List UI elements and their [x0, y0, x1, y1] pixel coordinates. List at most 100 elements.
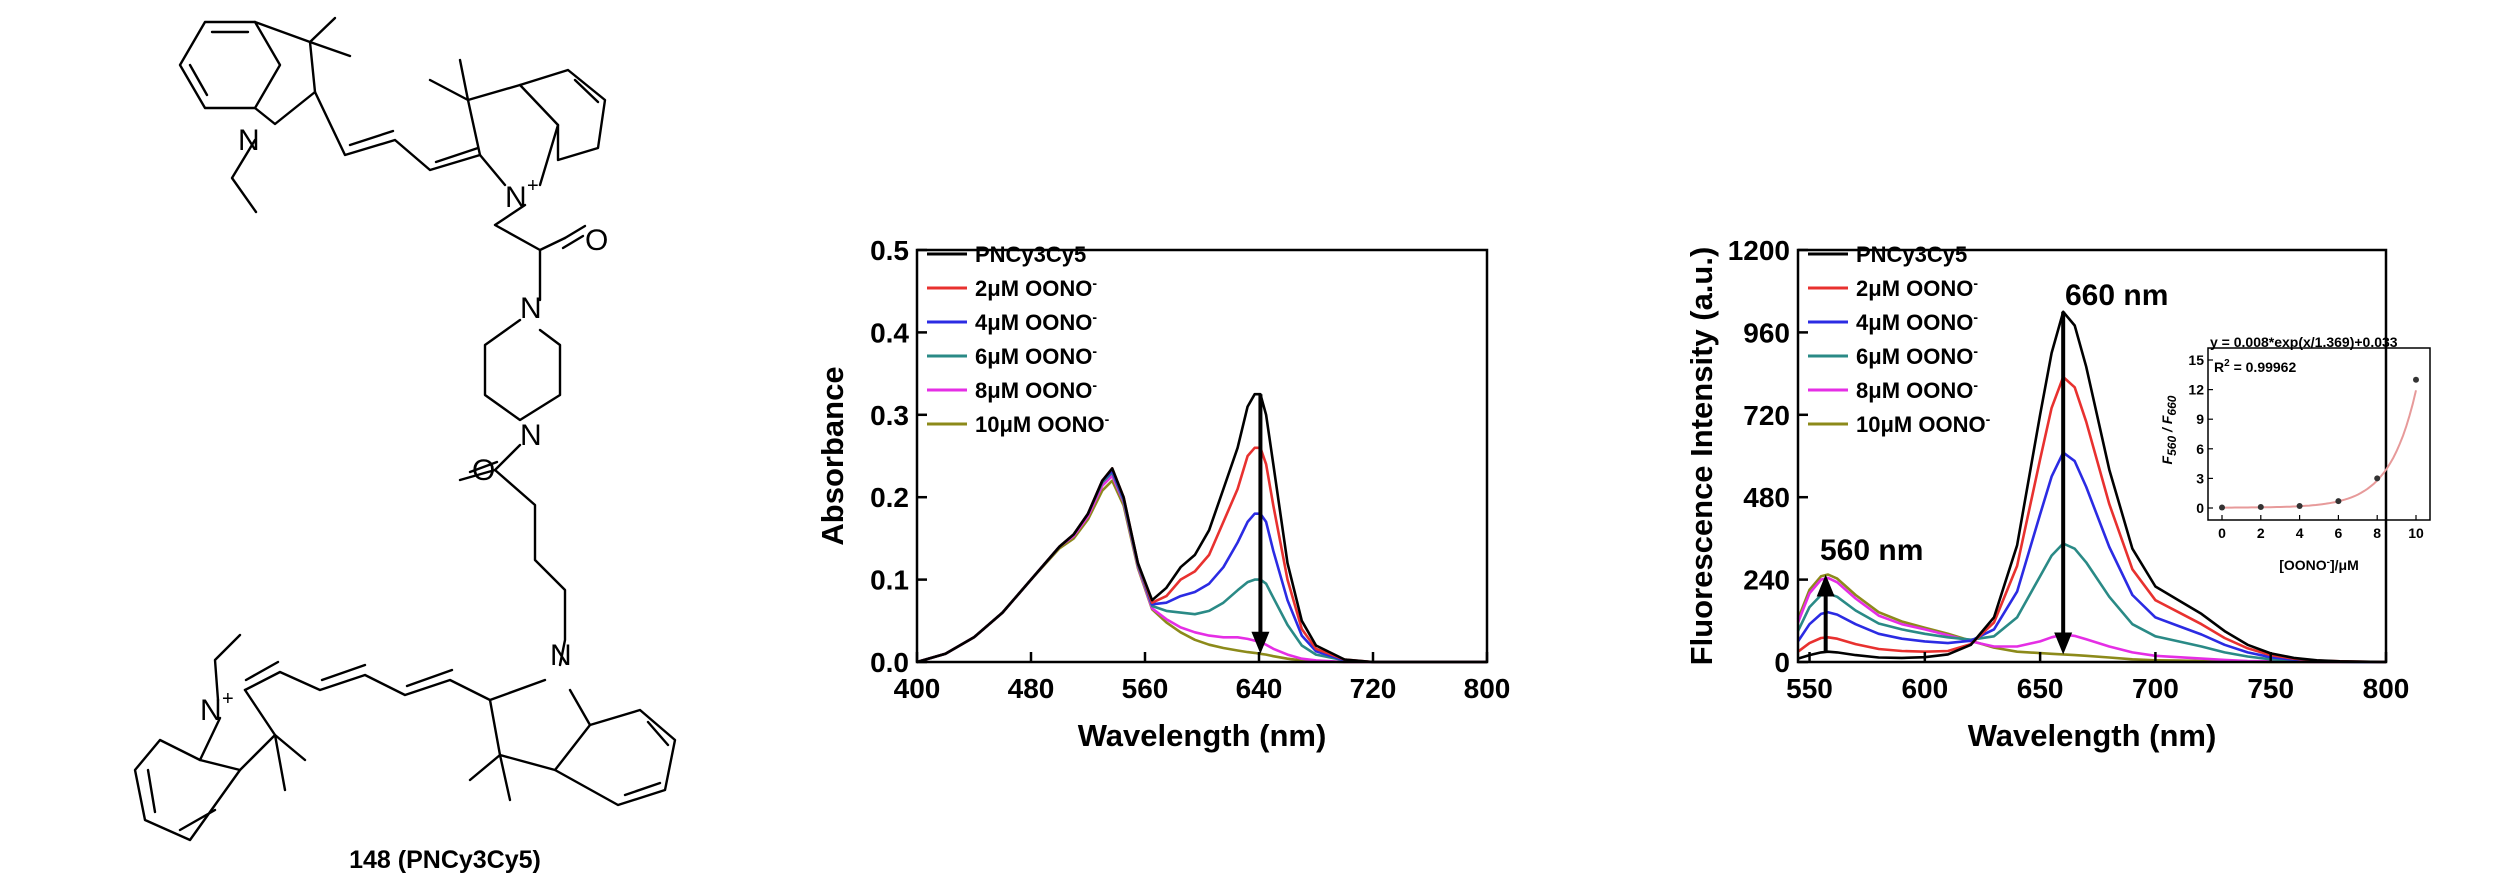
- inset-r-squared: R2 = 0.99962: [2214, 358, 2296, 375]
- legend-label-3: 6μM OONO-: [1856, 343, 1978, 369]
- absorbance-ticks: 400 480 560 640 720 800 0.0 0.1 0.2 0.3 0.4 0.5: [870, 235, 1510, 704]
- inset-chart: 0 2 4 6 8 10 0 3 6 9 12 15 y = 0.008*exp(x/1.369)+0…: [2159, 334, 2431, 573]
- legend-label-2: 4μM OONO-: [975, 309, 1097, 335]
- x-tick-label: 480: [1008, 673, 1055, 704]
- absorbance-arrow: [1251, 394, 1270, 654]
- y-tick-label: 0.4: [870, 317, 909, 348]
- fluorescence-y-axis-title: Fluorescence Intensity (a.u.): [1684, 247, 1719, 666]
- y-tick-label: 720: [1743, 400, 1790, 431]
- inset-y-tick-label: 15: [2188, 352, 2204, 368]
- x-tick-label: 750: [2247, 673, 2294, 704]
- top-left-dimethyl: [308, 16, 352, 58]
- inset-data-point: [2219, 504, 2225, 511]
- atom-o-top: O: [585, 224, 608, 257]
- pentamethine-chain: [243, 660, 492, 702]
- inset-data-point: [2335, 498, 2342, 505]
- series-line-0: [916, 392, 1487, 664]
- top-left-benzene-ring: [178, 20, 282, 110]
- y-tick-label: 0.5: [870, 235, 909, 266]
- inset-y-tick-label: 6: [2196, 441, 2204, 457]
- y-tick-label: 960: [1743, 317, 1790, 348]
- x-tick-label: 700: [2132, 673, 2179, 704]
- linker-bonds: [458, 203, 567, 667]
- trimethine-chain: [313, 90, 507, 187]
- inset-data-point: [2374, 475, 2381, 482]
- inset-y-tick-label: 12: [2188, 382, 2204, 398]
- series-line-1: [916, 446, 1487, 664]
- atom-n-bottom-right: N: [550, 639, 572, 672]
- fluorescence-legend: PNCy3Cy5 2μM OONO- 4μM OONO- 6μM OONO- 8μM O…: [1808, 242, 1991, 437]
- x-tick-label: 650: [2017, 673, 2064, 704]
- carbonyl-top: [561, 224, 587, 250]
- inset-x-tick-label: 6: [2335, 525, 2343, 541]
- atom-n-plus-bottom-left: N: [200, 694, 222, 727]
- legend-label-5: 10μM OONO-: [975, 411, 1110, 437]
- inset-x-axis-title: [OONO-]/μM: [2279, 557, 2359, 573]
- legend-label-2: 4μM OONO-: [1856, 309, 1978, 335]
- atom-n-top-left: N: [238, 124, 260, 157]
- x-tick-label: 720: [1350, 673, 1397, 704]
- y-tick-label: 0.0: [870, 647, 909, 678]
- x-tick-label: 560: [1122, 673, 1169, 704]
- x-tick-label: 640: [1236, 673, 1283, 704]
- inset-fit-curve: [2222, 390, 2417, 509]
- atom-o-bottom: O: [472, 454, 495, 487]
- bottom-right-benzene-ring: [553, 708, 677, 807]
- fluorescence-arrows: [1816, 311, 2073, 655]
- bottom-left-dimethyl: [273, 733, 307, 792]
- absorbance-legend: PNCy3Cy5 2μM OONO- 4μM OONO- 6μM OONO- 8μM O…: [927, 242, 1110, 437]
- annotation-660nm: 660 nm: [2065, 279, 2168, 312]
- bottom-right-five-ring: [488, 678, 592, 772]
- legend-label-0: PNCy3Cy5: [975, 242, 1086, 267]
- atom-n-piperazine-bottom: N: [520, 419, 542, 452]
- top-right-benzene-ring: [518, 68, 607, 162]
- inset-ticks: 0 2 4 6 8 10 0 3 6 9 12 15: [2188, 352, 2424, 541]
- x-tick-label: 550: [1786, 673, 1833, 704]
- legend-label-5: 10μM OONO-: [1856, 411, 1991, 437]
- inset-data-point: [2296, 503, 2303, 510]
- legend-label-0: PNCy3Cy5: [1856, 242, 1967, 267]
- y-tick-label: 240: [1743, 565, 1790, 596]
- inset-x-tick-label: 10: [2408, 525, 2424, 541]
- x-tick-label: 600: [1901, 673, 1948, 704]
- top-right-five-ring: [466, 83, 560, 187]
- inset-equation: y = 0.008*exp(x/1.369)+0.033: [2210, 334, 2398, 350]
- inset-x-tick-label: 4: [2296, 525, 2304, 541]
- series-line-4: [916, 474, 1487, 664]
- y-tick-label: 480: [1743, 482, 1790, 513]
- absorbance-chart: 400 480 560 640 720 800 0.0 0.1 0.2 0.3 0.4 0.5 PNC…: [815, 235, 1510, 753]
- absorbance-x-axis-title: Wavelength (nm): [1078, 718, 1327, 753]
- absorbance-y-axis-title: Absorbance: [815, 366, 850, 545]
- atom-n-plus-top-right: N: [505, 181, 527, 214]
- absorbance-arrow-head: [1251, 631, 1270, 654]
- legend-label-1: 2μM OONO-: [975, 275, 1097, 301]
- legend-label-3: 6μM OONO-: [975, 343, 1097, 369]
- fluorescence-plot-frame: [1796, 248, 2388, 664]
- y-tick-label: 0.1: [870, 565, 909, 596]
- structure-caption: 148 (PNCy3Cy5): [349, 846, 541, 874]
- fluorescence-chart: 550 600 650 700 750 800 0 240 480 720 960 1200 PNCy…: [1684, 235, 2431, 753]
- x-tick-label: 800: [2363, 673, 2410, 704]
- top-right-dimethyl: [428, 58, 470, 102]
- inset-data-point: [2413, 376, 2419, 383]
- y-tick-label: 0.2: [870, 482, 909, 513]
- inset-x-tick-label: 2: [2257, 525, 2265, 541]
- y-tick-label: 0.3: [870, 400, 909, 431]
- legend-label-4: 8μM OONO-: [975, 377, 1097, 403]
- y-tick-label: 1200: [1728, 235, 1790, 266]
- bottom-left-benzene-ring: [133, 738, 242, 842]
- inset-y-tick-label: 9: [2196, 411, 2204, 427]
- top-left-ethyl: [230, 138, 258, 214]
- inset-y-tick-label: 3: [2196, 470, 2204, 486]
- charge-bottom: +: [222, 688, 234, 710]
- chemical-structure: N N + O N N O N N + 148 (PNCy3Cy5): [133, 16, 677, 874]
- inset-y-axis-title: F560 / F660: [2159, 395, 2179, 464]
- y-tick-label: 0: [1774, 647, 1790, 678]
- x-tick-label: 400: [894, 673, 941, 704]
- charge-top: +: [527, 175, 539, 197]
- fluorescence-ticks: 550 600 650 700 750 800 0 240 480 720 960 1200: [1728, 235, 2410, 704]
- legend-label-4: 8μM OONO-: [1856, 377, 1978, 403]
- inset-data-point: [2257, 504, 2264, 511]
- atom-n-piperazine-top: N: [520, 292, 542, 325]
